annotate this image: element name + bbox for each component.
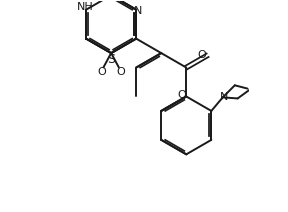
Text: O: O (98, 67, 106, 77)
Text: N: N (134, 6, 142, 17)
Text: O: O (198, 50, 206, 60)
Text: O: O (177, 90, 186, 100)
Text: N: N (220, 92, 228, 102)
Text: S: S (107, 53, 115, 66)
Text: O: O (116, 67, 125, 77)
Text: NH: NH (77, 2, 93, 12)
